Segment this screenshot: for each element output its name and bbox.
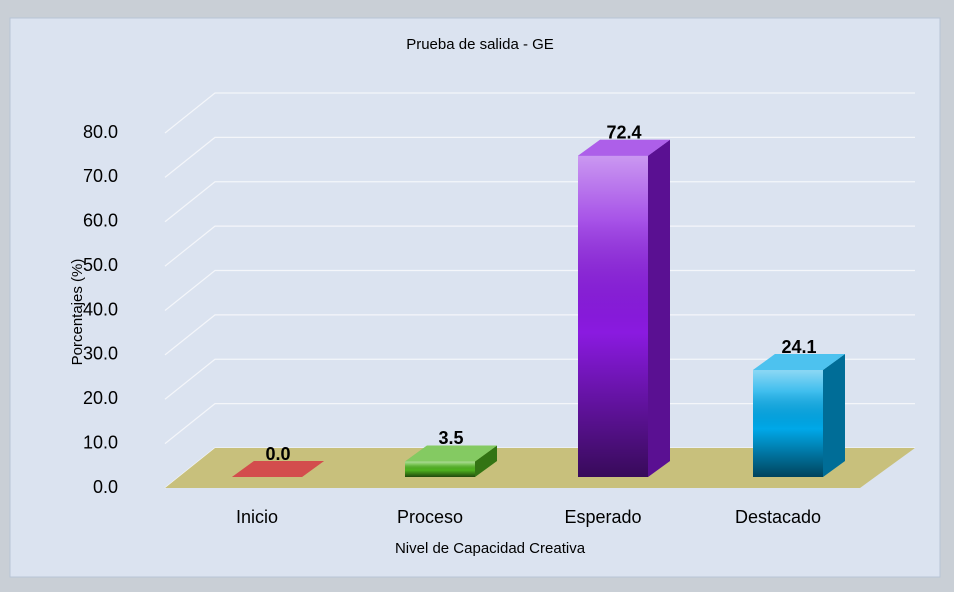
grid-line <box>164 358 915 400</box>
floor <box>165 448 915 488</box>
bar-top-shade <box>753 354 845 371</box>
grid-line <box>164 314 915 356</box>
bar-front-shade <box>405 461 475 477</box>
bar-front-shade <box>578 155 648 477</box>
bar <box>232 461 324 477</box>
x-tick-label: Esperado <box>564 507 641 527</box>
bar-top <box>578 139 670 156</box>
y-tick-label: 80.0 <box>83 122 118 142</box>
bar-side <box>648 139 670 477</box>
bar-top-shade <box>578 139 670 156</box>
chart-title: Prueba de salida - GE <box>406 36 554 53</box>
bar-top <box>405 445 497 462</box>
bar <box>753 354 845 477</box>
bar-side <box>475 445 497 477</box>
x-tick-label: Destacado <box>735 507 821 527</box>
y-tick-label: 50.0 <box>83 255 118 275</box>
bar-top-shade <box>232 461 324 477</box>
value-label: 0.0 <box>265 444 290 464</box>
x-axis-title: Nivel de Capacidad Creativa <box>395 540 586 557</box>
bar-top <box>232 461 324 477</box>
y-axis-title: Porcentajes (%) <box>69 259 86 366</box>
bar-top-shade <box>405 445 497 462</box>
x-tick-label: Proceso <box>397 507 463 527</box>
bar-front-shade <box>753 370 823 477</box>
value-label: 3.5 <box>438 428 463 448</box>
value-label: 24.1 <box>781 337 816 357</box>
bar-side-shade <box>475 445 497 477</box>
grid-line <box>164 181 915 223</box>
plot-background <box>9 17 941 578</box>
y-tick-label: 10.0 <box>83 432 118 452</box>
y-tick-label: 40.0 <box>83 299 118 319</box>
value-label: 72.4 <box>606 122 641 142</box>
grid-line <box>164 403 915 445</box>
grid-line <box>164 136 915 178</box>
grid-line <box>164 225 915 267</box>
x-tick-label: Inicio <box>236 507 278 527</box>
y-tick-label: 60.0 <box>83 211 118 231</box>
grid-line <box>164 269 915 311</box>
bar <box>405 445 497 477</box>
y-tick-label: 0.0 <box>93 477 118 497</box>
bar-side-shade <box>648 139 670 477</box>
bar-side <box>823 354 845 477</box>
grid-line <box>164 92 915 134</box>
y-tick-label: 20.0 <box>83 388 118 408</box>
y-tick-label: 30.0 <box>83 344 118 364</box>
bar-top <box>753 354 845 371</box>
bar-side-shade <box>823 354 845 477</box>
bar <box>578 139 670 477</box>
y-tick-label: 70.0 <box>83 166 118 186</box>
